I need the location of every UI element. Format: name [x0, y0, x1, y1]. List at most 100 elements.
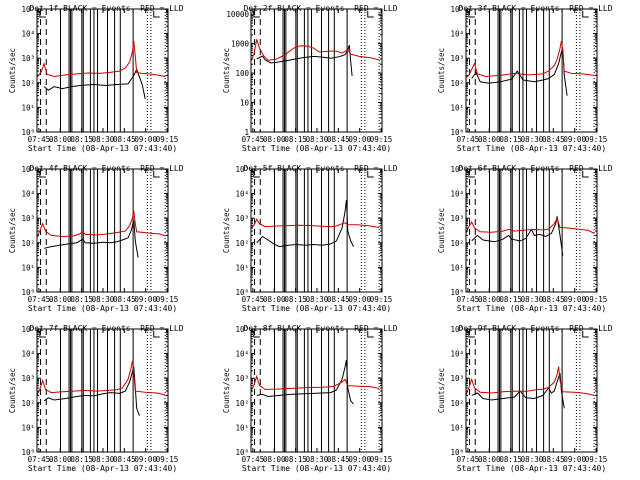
x-tick-label: 09:15: [585, 135, 608, 144]
y-tick-label: 1000: [231, 40, 250, 49]
step-marker: [582, 11, 589, 18]
step-marker: [39, 11, 46, 18]
x-tick-label: 07:45: [28, 455, 51, 464]
events-series-line: [256, 359, 354, 405]
lld-series-line: [250, 374, 380, 392]
events-series-line: [471, 373, 565, 409]
step-marker: [367, 331, 374, 338]
x-tick-label: 08:30: [306, 135, 329, 144]
chart-panel-7: 10⁰ 10¹ 10² 10³ 10⁴ 10⁵ 07:4508:0008:1508:3008…: [8, 324, 184, 473]
y-axis-label: Counts/sec: [437, 208, 446, 253]
events-series-line: [43, 68, 146, 100]
x-tick-label: 08:45: [542, 455, 565, 464]
x-tick-label: 08:00: [263, 455, 286, 464]
x-tick-label: 08:00: [49, 455, 72, 464]
x-tick-label: 07:45: [457, 135, 480, 144]
x-tick-label: 09:15: [156, 135, 179, 144]
x-tick-label: 09:15: [370, 135, 393, 144]
y-tick-label: 10000: [226, 10, 249, 19]
x-tick-label: 09:00: [563, 455, 586, 464]
x-tick-label: 08:00: [49, 135, 72, 144]
y-tick-label: 10²: [235, 239, 249, 248]
step-marker: [253, 331, 260, 338]
y-tick-label: 10⁴: [21, 30, 35, 39]
x-tick-label: 08:00: [49, 295, 72, 304]
lld-series-line: [36, 210, 166, 238]
x-tick-label: 08:00: [478, 455, 501, 464]
y-axis-label: Counts/sec: [8, 208, 17, 253]
y-tick-label: 10³: [450, 374, 464, 383]
y-tick-label: 10³: [450, 214, 464, 223]
y-tick-label: 10²: [235, 399, 249, 408]
y-tick-label: 10⁵: [21, 5, 35, 14]
y-axis-label: Counts/sec: [8, 48, 17, 93]
x-axis-label: Start Time (08-Apr-13 07:43:40): [28, 144, 177, 153]
y-tick-label: 10⁴: [235, 350, 249, 359]
x-tick-label: 08:15: [499, 455, 522, 464]
step-marker: [468, 171, 475, 178]
x-axis-label: Start Time (08-Apr-13 07:43:40): [242, 304, 391, 313]
panel-title: Det 6f BLACK = Events, RED = LLD: [458, 164, 612, 173]
x-tick-label: 08:30: [92, 295, 115, 304]
plot-frame: [36, 8, 169, 133]
x-axis-label: Start Time (08-Apr-13 07:43:40): [242, 144, 391, 153]
x-tick-label: 08:45: [113, 135, 136, 144]
y-tick-label: 10¹: [21, 423, 35, 432]
x-tick-label: 09:00: [563, 135, 586, 144]
chart-panel-4: 10⁰ 10¹ 10² 10³ 10⁴ 10⁵ 07:4508:0008:1508:3008…: [8, 164, 184, 313]
x-tick-label: 09:15: [585, 295, 608, 304]
y-tick-label: 10³: [235, 374, 249, 383]
y-tick-label: 10⁰: [450, 448, 464, 457]
y-tick-label: 10³: [235, 214, 249, 223]
x-tick-label: 08:45: [327, 295, 350, 304]
panel-title: Det 4f BLACK = Events, RED = LLD: [29, 164, 183, 173]
x-tick-label: 09:15: [370, 295, 393, 304]
x-tick-label: 08:30: [521, 135, 544, 144]
x-tick-label: 09:15: [585, 455, 608, 464]
y-tick-label: 10²: [450, 239, 464, 248]
y-tick-label: 10⁵: [21, 325, 35, 334]
x-axis-label: Start Time (08-Apr-13 07:43:40): [28, 304, 177, 313]
x-tick-label: 09:00: [348, 295, 371, 304]
y-tick-label: 10⁴: [21, 190, 35, 199]
plot-frame: [465, 8, 598, 133]
events-series-line: [256, 199, 354, 248]
y-tick-label: 10⁰: [450, 128, 464, 137]
events-series-line: [471, 48, 568, 96]
plot-frame: [250, 328, 383, 453]
x-axis-label: Start Time (08-Apr-13 07:43:40): [242, 464, 391, 473]
y-tick-label: 10¹: [235, 423, 249, 432]
x-axis-label: Start Time (08-Apr-13 07:43:40): [457, 464, 606, 473]
x-tick-label: 08:30: [306, 455, 329, 464]
x-tick-label: 07:45: [457, 455, 480, 464]
plot-frame: [250, 168, 383, 293]
x-tick-label: 08:15: [284, 135, 307, 144]
y-tick-label: 10⁰: [21, 288, 35, 297]
chart-panel-6: 10⁰ 10¹ 10² 10³ 10⁴ 10⁵ 07:4508:0008:1508:3008…: [437, 164, 613, 313]
y-axis-label: Counts/sec: [437, 48, 446, 93]
step-marker: [253, 171, 260, 178]
y-tick-label: 10⁰: [21, 128, 35, 137]
x-tick-label: 08:00: [478, 295, 501, 304]
lld-series-line: [250, 218, 380, 229]
y-axis-label: Counts/sec: [222, 208, 231, 253]
x-tick-label: 07:45: [242, 295, 265, 304]
x-tick-label: 08:00: [263, 295, 286, 304]
y-tick-label: 10¹: [450, 423, 464, 432]
y-tick-label: 10⁵: [235, 325, 249, 334]
y-tick-label: 10²: [21, 79, 35, 88]
x-tick-label: 09:00: [134, 135, 157, 144]
y-tick-label: 10⁵: [450, 165, 464, 174]
x-tick-label: 08:45: [113, 295, 136, 304]
x-tick-label: 08:15: [70, 135, 93, 144]
x-tick-label: 08:15: [70, 295, 93, 304]
step-marker: [39, 171, 46, 178]
y-axis-label: Counts/sec: [437, 368, 446, 413]
y-tick-label: 10²: [21, 399, 35, 408]
x-tick-label: 09:15: [156, 455, 179, 464]
x-tick-label: 09:00: [348, 455, 371, 464]
x-tick-label: 08:15: [284, 455, 307, 464]
step-marker: [153, 331, 160, 338]
x-tick-label: 07:45: [457, 295, 480, 304]
